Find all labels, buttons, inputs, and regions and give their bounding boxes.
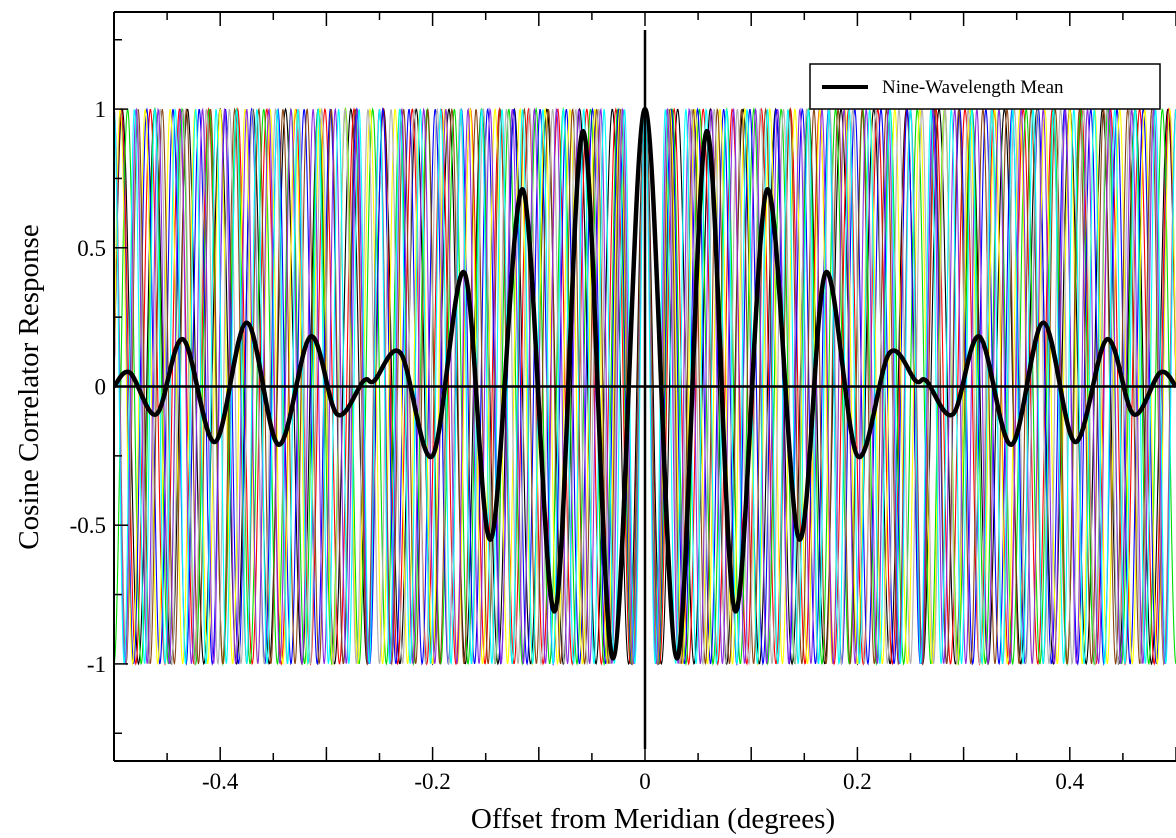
y-axis-title: Cosine Correlator Response [13, 224, 45, 549]
y-tick-label: -0.5 [70, 513, 106, 538]
x-tick-label: -0.2 [414, 769, 450, 794]
legend-box [809, 63, 1161, 110]
y-tick-label: -1 [87, 652, 106, 677]
x-tick-labels: -0.4 -0.2 0 0.2 0.4 [202, 769, 1085, 794]
x-tick-label: 0.4 [1055, 769, 1084, 794]
mean-series-line [114, 106, 1176, 661]
y-tick-label: 1 [95, 97, 107, 122]
y-tick-label: 0.5 [77, 236, 106, 261]
y-tick-label: 0 [95, 375, 107, 400]
x-axis-title: Offset from Meridian (degrees) [471, 803, 835, 835]
zero-reference-lines [114, 30, 1176, 749]
axis-ticks [113, 12, 1176, 761]
mean-series [114, 106, 1176, 661]
legend: Nine-Wavelength Mean [809, 63, 1161, 110]
y-tick-labels: -1 -0.5 0 0.5 1 [70, 97, 106, 677]
x-tick-label: 0 [639, 769, 651, 794]
legend-label-mean: Nine-Wavelength Mean [882, 77, 1064, 98]
x-tick-label: -0.4 [202, 769, 239, 794]
x-tick-label: 0.2 [843, 769, 872, 794]
